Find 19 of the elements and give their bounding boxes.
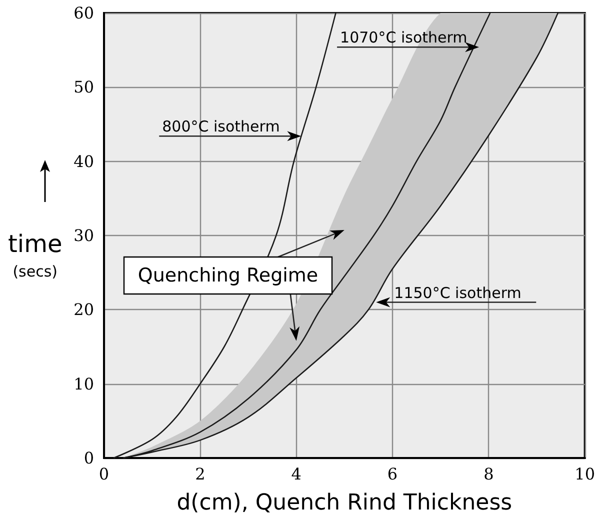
series-label: Quenching Regime	[138, 264, 318, 286]
x-tick-label: 2	[195, 464, 206, 484]
y-tick-label: 20	[74, 300, 94, 320]
x-tick-label: 0	[98, 464, 110, 484]
y-tick-label: 50	[74, 78, 94, 97]
x-axis-title: d(cm), Quench Rind Thickness	[176, 490, 512, 516]
y-tick-label: 60	[74, 4, 94, 22]
y-axis-title: time (secs)	[8, 230, 62, 280]
annotation: 1150°C isotherm	[394, 284, 522, 302]
y-tick-label: 30	[74, 226, 94, 245]
x-tick-label: 4	[291, 464, 302, 484]
annotation: 800°C isotherm	[162, 118, 280, 136]
x-tick-label: 8	[484, 464, 494, 484]
x-tick-label: 10	[574, 464, 595, 484]
annotation: 1070°C isotherm	[340, 28, 468, 47]
x-tick-label: 6	[387, 464, 398, 484]
y-tick-label: 40	[74, 152, 94, 171]
y-tick-label: 0	[84, 448, 94, 468]
y-tick-label: 10	[74, 374, 94, 394]
